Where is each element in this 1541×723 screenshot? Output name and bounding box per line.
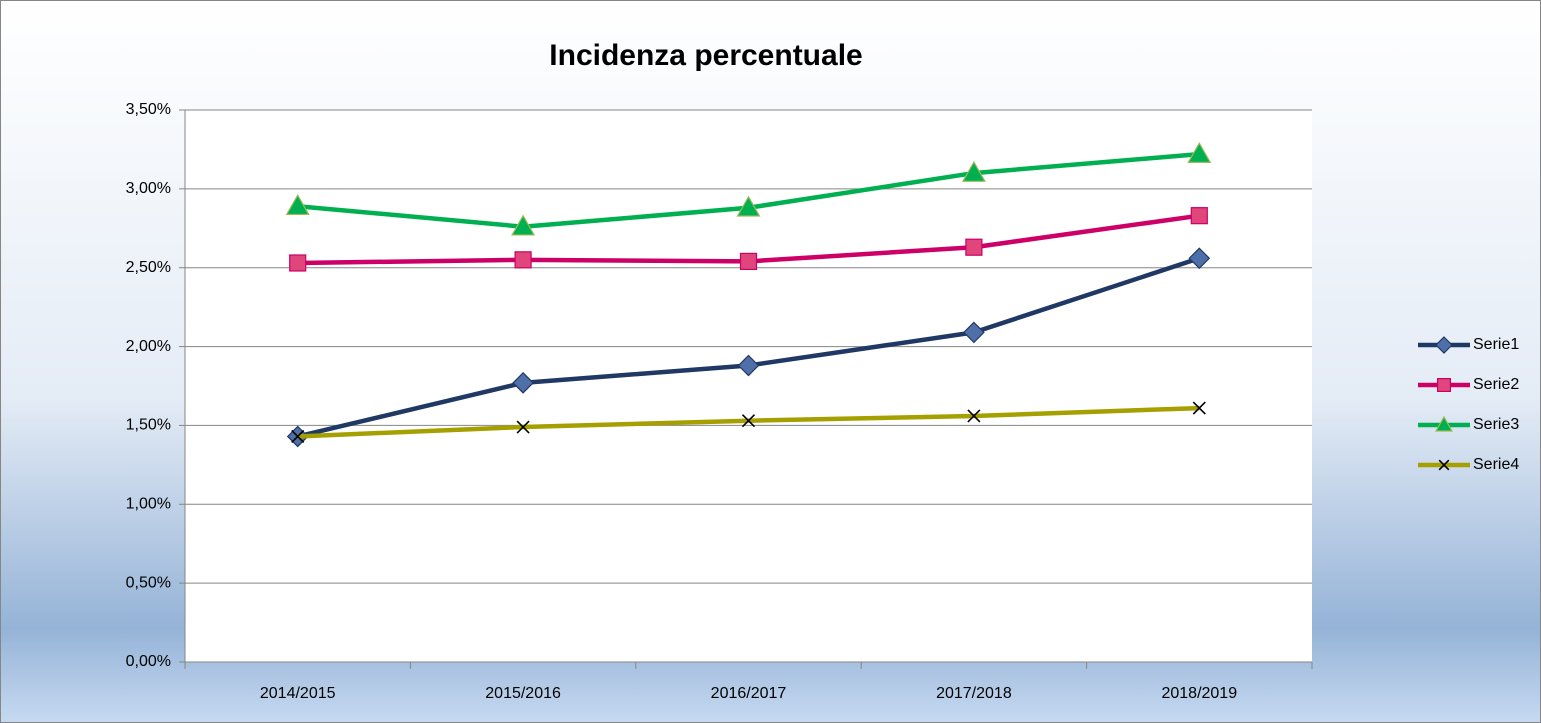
legend-label: Serie4: [1473, 456, 1519, 473]
marker: [1188, 247, 1211, 270]
legend-label: Serie2: [1473, 376, 1519, 393]
marker: [289, 254, 307, 272]
legend-marker: [1438, 459, 1450, 471]
y-tick-label: 1,00%: [126, 496, 171, 513]
marker: [291, 429, 305, 444]
marker: [963, 321, 985, 344]
y-tick-label: 0,00%: [126, 653, 171, 670]
marker: [739, 252, 758, 271]
y-tick-label: 3,00%: [126, 180, 171, 197]
marker: [961, 160, 986, 182]
y-tick-label: 2,00%: [126, 338, 171, 355]
marker: [514, 251, 532, 269]
x-tick-label: 2017/2018: [936, 685, 1012, 702]
marker: [741, 414, 756, 428]
y-tick-label: 3,50%: [126, 101, 171, 118]
marker: [737, 354, 760, 377]
y-tick-label: 1,50%: [126, 417, 171, 434]
legend-label: Serie3: [1473, 416, 1519, 433]
legend-marker: [1436, 378, 1451, 393]
marker: [511, 214, 536, 236]
marker: [736, 195, 761, 217]
legend-label: Serie1: [1473, 336, 1519, 353]
legend-marker: [1434, 415, 1454, 432]
marker: [1192, 401, 1206, 415]
marker: [1187, 141, 1212, 164]
y-tick-label: 2,50%: [126, 259, 171, 276]
marker: [1190, 207, 1208, 225]
legend-marker: [1435, 336, 1453, 354]
x-tick-label: 2015/2016: [485, 685, 561, 702]
plot-area: [185, 110, 1312, 662]
y-tick-label: 0,50%: [126, 574, 171, 591]
marker: [285, 193, 310, 216]
x-tick-label: 2018/2019: [1161, 685, 1237, 702]
chart-title: Incidenza percentuale: [549, 39, 862, 72]
marker: [965, 238, 983, 256]
x-tick-label: 2014/2015: [260, 685, 336, 702]
x-tick-label: 2016/2017: [711, 685, 787, 702]
marker: [516, 420, 530, 434]
marker: [512, 371, 534, 394]
marker: [967, 409, 981, 423]
